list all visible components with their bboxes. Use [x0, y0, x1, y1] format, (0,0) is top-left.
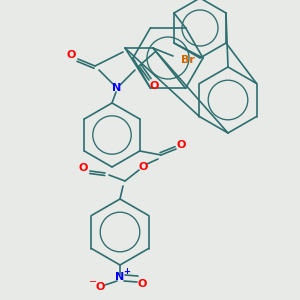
- Text: N: N: [112, 83, 122, 93]
- Text: N: N: [116, 272, 124, 282]
- Text: +: +: [124, 268, 130, 277]
- Text: O: O: [66, 50, 76, 60]
- Text: O: O: [95, 282, 105, 292]
- Text: O: O: [78, 163, 88, 173]
- Text: −: −: [89, 277, 97, 287]
- Text: O: O: [176, 140, 186, 150]
- Text: O: O: [149, 81, 159, 91]
- Text: Br: Br: [181, 55, 195, 65]
- Text: O: O: [138, 162, 148, 172]
- Text: O: O: [137, 279, 147, 289]
